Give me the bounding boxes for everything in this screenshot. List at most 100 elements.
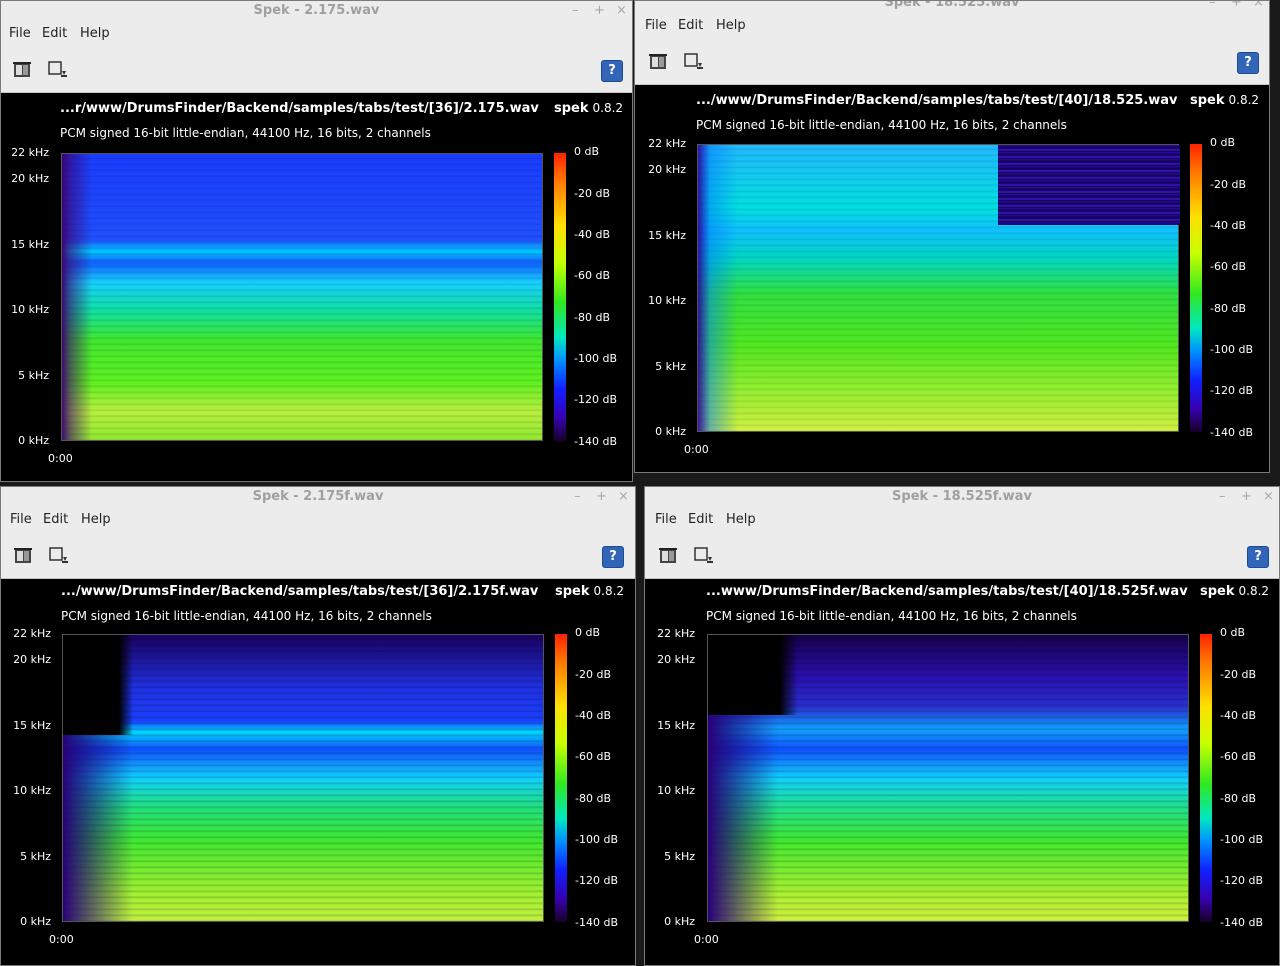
spek-window-3: Spek - 2.175f.wav – + × File Edit Help ?… xyxy=(0,486,636,966)
brand-label: spek 0.8.2 xyxy=(1200,584,1269,599)
freq-label-5: 5 kHz xyxy=(664,850,695,863)
close-button[interactable]: × xyxy=(1253,0,1264,10)
menu-file[interactable]: File xyxy=(655,512,677,527)
menu-file[interactable]: File xyxy=(10,512,32,527)
db-label-120: -120 dB xyxy=(1220,874,1263,887)
toolbar: ? xyxy=(645,533,1279,579)
help-button[interactable]: ? xyxy=(1247,546,1269,568)
close-button[interactable]: × xyxy=(616,3,627,18)
spek-window-4: Spek - 18.525f.wav – + × File Edit Help … xyxy=(644,486,1280,966)
freq-label-20: 20 kHz xyxy=(13,653,51,666)
open-file-icon[interactable] xyxy=(647,51,669,73)
spectrogram[interactable] xyxy=(61,153,543,441)
db-label-20: -20 dB xyxy=(1220,668,1256,681)
freq-label-22: 22 kHz xyxy=(648,137,686,150)
menu-file[interactable]: File xyxy=(9,26,31,41)
db-label-120: -120 dB xyxy=(575,874,618,887)
db-label-120: -120 dB xyxy=(574,393,617,406)
window-title: Spek - 18.525f.wav xyxy=(892,489,1032,504)
close-button[interactable]: × xyxy=(618,489,629,504)
db-label-60: -60 dB xyxy=(1220,750,1256,763)
minimize-button[interactable]: – xyxy=(574,489,581,504)
db-label-0: 0 dB xyxy=(1220,626,1246,639)
title-bar[interactable]: Spek - 2.175f.wav – + × xyxy=(1,487,635,507)
spek-window-2: Spek - 18.525.wav – + × File Edit Help ?… xyxy=(634,0,1270,473)
menu-help[interactable]: Help xyxy=(81,512,111,527)
file-path: ...r/www/DrumsFinder/Backend/samples/tab… xyxy=(60,101,539,116)
spectrogram[interactable] xyxy=(707,634,1189,922)
db-label-40: -40 dB xyxy=(574,228,610,241)
minimize-button[interactable]: – xyxy=(1209,0,1216,10)
brand-name: spek xyxy=(554,101,589,116)
freq-label-20: 20 kHz xyxy=(11,172,49,185)
db-label-60: -60 dB xyxy=(1210,260,1246,273)
title-bar[interactable]: Spek - 18.525.wav – + × xyxy=(635,0,1269,13)
minimize-button[interactable]: – xyxy=(1219,489,1226,504)
freq-label-20: 20 kHz xyxy=(657,653,695,666)
menu-help[interactable]: Help xyxy=(726,512,756,527)
time-start-label: 0:00 xyxy=(684,443,709,456)
save-image-icon[interactable] xyxy=(683,51,705,73)
freq-label-5: 5 kHz xyxy=(655,360,686,373)
toolbar: ? xyxy=(635,39,1269,85)
db-color-scale xyxy=(555,634,567,922)
toolbar: ? xyxy=(1,533,635,579)
menu-edit[interactable]: Edit xyxy=(678,18,704,33)
brand-label: spek 0.8.2 xyxy=(554,101,623,116)
title-bar[interactable]: Spek - 2.175.wav – + × xyxy=(1,1,632,21)
menu-help[interactable]: Help xyxy=(80,26,110,41)
minimize-button[interactable]: – xyxy=(572,3,579,18)
spectrogram[interactable] xyxy=(62,634,544,922)
menu-bar: File Edit Help xyxy=(635,13,1269,39)
menu-bar: File Edit Help xyxy=(645,507,1279,533)
save-image-icon[interactable] xyxy=(693,545,715,567)
toolbar: ? xyxy=(1,47,632,93)
freq-label-5: 5 kHz xyxy=(18,369,49,382)
open-file-icon[interactable] xyxy=(12,545,34,567)
save-image-icon[interactable] xyxy=(47,59,69,81)
window-title: Spek - 2.175.wav xyxy=(253,3,380,18)
menu-edit[interactable]: Edit xyxy=(43,512,69,527)
file-path: .../www/DrumsFinder/Backend/samples/tabs… xyxy=(696,93,1178,108)
help-button[interactable]: ? xyxy=(601,60,623,82)
freq-label-5: 5 kHz xyxy=(20,850,51,863)
db-label-60: -60 dB xyxy=(574,269,610,282)
maximize-button[interactable]: + xyxy=(1231,0,1242,10)
spectrogram[interactable] xyxy=(697,144,1180,432)
db-label-120: -120 dB xyxy=(1210,384,1253,397)
help-button[interactable]: ? xyxy=(602,546,624,568)
db-label-80: -80 dB xyxy=(1220,792,1256,805)
open-file-icon[interactable] xyxy=(11,59,33,81)
freq-label-0: 0 kHz xyxy=(20,915,51,928)
title-bar[interactable]: Spek - 18.525f.wav – + × xyxy=(645,487,1279,507)
menu-help[interactable]: Help xyxy=(716,18,746,33)
menu-edit[interactable]: Edit xyxy=(42,26,68,41)
audio-info: PCM signed 16-bit little-endian, 44100 H… xyxy=(696,118,1067,132)
db-label-80: -80 dB xyxy=(575,792,611,805)
menu-file[interactable]: File xyxy=(645,18,667,33)
menu-edit[interactable]: Edit xyxy=(688,512,714,527)
help-button[interactable]: ? xyxy=(1237,52,1259,74)
freq-label-10: 10 kHz xyxy=(657,784,695,797)
freq-label-10: 10 kHz xyxy=(648,294,686,307)
open-file-icon[interactable] xyxy=(657,545,679,567)
file-path: .../www/DrumsFinder/Backend/samples/tabs… xyxy=(61,584,539,599)
db-label-20: -20 dB xyxy=(1210,178,1246,191)
brand-label: spek 0.8.2 xyxy=(555,584,624,599)
brand-version: 0.8.2 xyxy=(1228,93,1260,107)
db-label-60: -60 dB xyxy=(575,750,611,763)
maximize-button[interactable]: + xyxy=(596,489,607,504)
maximize-button[interactable]: + xyxy=(1241,489,1252,504)
save-image-icon[interactable] xyxy=(48,545,70,567)
db-label-140: -140 dB xyxy=(574,435,617,448)
brand-version: 0.8.2 xyxy=(1238,584,1270,598)
db-label-40: -40 dB xyxy=(1210,219,1246,232)
db-label-140: -140 dB xyxy=(1210,426,1253,439)
freq-label-15: 15 kHz xyxy=(11,238,49,251)
maximize-button[interactable]: + xyxy=(594,3,605,18)
spectrogram-dark-region xyxy=(708,635,798,715)
db-label-100: -100 dB xyxy=(1210,343,1253,356)
close-button[interactable]: × xyxy=(1263,489,1274,504)
audio-info: PCM signed 16-bit little-endian, 44100 H… xyxy=(61,609,432,623)
db-label-100: -100 dB xyxy=(575,833,618,846)
